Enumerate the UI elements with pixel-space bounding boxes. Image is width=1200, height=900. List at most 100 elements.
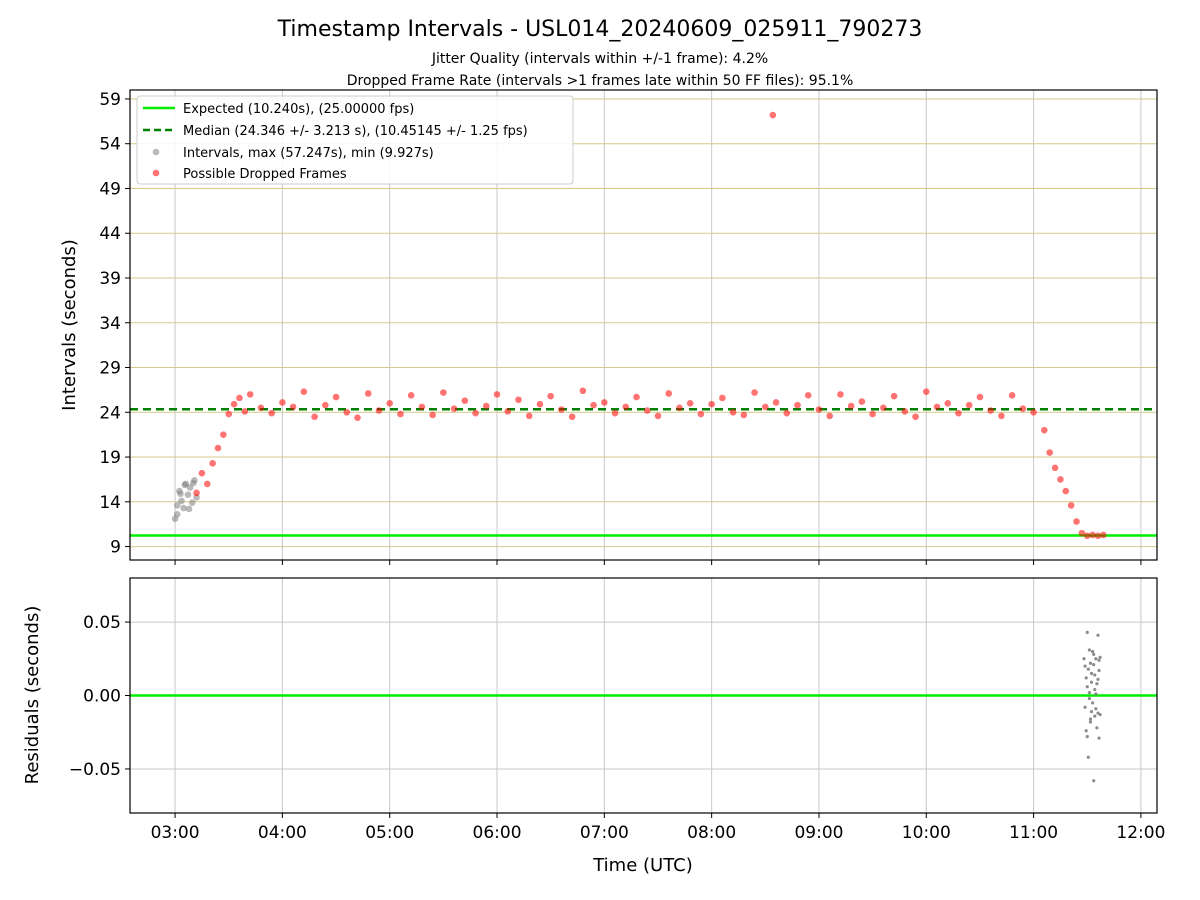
- top-point-dropped: [268, 409, 275, 417]
- bottom-point-interval: [1086, 755, 1090, 759]
- top-point-dropped: [665, 390, 673, 397]
- legend-box: [136, 95, 574, 185]
- top-point-dropped: [794, 401, 801, 409]
- bottom-point-interval: [1086, 667, 1090, 671]
- top-point-dropped: [1083, 532, 1091, 540]
- chart-title: Timestamp Intervals - USL014_20240609_02…: [277, 17, 923, 42]
- top-point-dropped: [289, 403, 297, 411]
- top-point-dropped: [880, 404, 887, 412]
- top-point-dropped: [1073, 518, 1080, 525]
- top-point-dropped: [944, 400, 952, 407]
- bottom-point-interval: [1084, 676, 1088, 680]
- top-point-dropped: [1041, 426, 1048, 434]
- top-y-axis-label: Intervals (seconds): [59, 239, 80, 411]
- top-point-dropped: [751, 389, 758, 396]
- top-point-dropped: [912, 413, 919, 421]
- top-point-dropped: [493, 391, 501, 398]
- bottom-point-interval: [1094, 657, 1098, 661]
- top-point-dropped: [354, 414, 361, 421]
- top-point-dropped: [209, 460, 216, 467]
- top-y-tick-label: 54: [99, 135, 121, 155]
- bottom-point-interval: [1088, 720, 1093, 724]
- bottom-point-interval: [1097, 658, 1101, 662]
- top-point-interval: [188, 499, 196, 507]
- top-point-dropped: [965, 401, 973, 409]
- top-point-dropped: [257, 404, 265, 412]
- bottom-point-interval: [1085, 735, 1089, 739]
- top-y-tick-label: 59: [99, 90, 121, 110]
- top-point-dropped: [804, 391, 812, 399]
- top-point-dropped: [611, 409, 619, 417]
- top-point-dropped: [976, 393, 984, 401]
- top-point-dropped: [1008, 391, 1016, 399]
- bottom-point-interval: [1089, 680, 1094, 684]
- top-point-dropped: [826, 412, 833, 420]
- top-y-tick-label: 34: [99, 314, 121, 334]
- top-point-dropped: [622, 403, 630, 411]
- top-plot-frame: [129, 89, 1158, 561]
- top-point-dropped: [729, 408, 737, 416]
- top-point-dropped: [461, 397, 469, 404]
- top-y-tick-label: 19: [99, 448, 121, 468]
- top-point-dropped: [375, 407, 383, 414]
- top-point-dropped: [386, 400, 394, 407]
- bottom-point-interval: [1091, 701, 1095, 705]
- bottom-point-interval: [1088, 661, 1093, 665]
- top-point-dropped: [536, 400, 544, 408]
- bottom-point-interval: [1088, 717, 1093, 721]
- top-point-dropped: [633, 393, 640, 401]
- bottom-point-interval: [1097, 736, 1101, 740]
- top-point-dropped: [837, 391, 844, 398]
- top-point-dropped: [708, 400, 715, 408]
- top-point-interval: [185, 505, 193, 513]
- top-point-dropped: [1057, 476, 1064, 483]
- top-y-tick-label: 14: [99, 493, 121, 513]
- bottom-point-interval: [1092, 652, 1096, 656]
- top-point-dropped: [364, 390, 372, 397]
- bottom-point-interval: [1092, 779, 1096, 783]
- top-point-dropped: [343, 408, 351, 416]
- top-point-dropped: [1051, 464, 1059, 472]
- top-point-dropped: [869, 410, 876, 418]
- x-tick-label: 03:00: [151, 823, 200, 843]
- top-point-dropped: [676, 404, 683, 412]
- top-y-tick-label: 44: [99, 224, 121, 244]
- top-point-dropped: [769, 111, 777, 119]
- top-point-dropped: [719, 394, 726, 402]
- top-point-dropped: [525, 412, 533, 420]
- bottom-y-tick-label: −0.05: [69, 760, 121, 780]
- top-point-dropped: [815, 406, 823, 413]
- top-point-dropped: [241, 408, 249, 415]
- top-y-tick-label: 9: [110, 538, 121, 558]
- bottom-point-interval: [1093, 688, 1097, 692]
- residuals-plot: −0.05 0.00 0.05 03:00 04:00 05:00 06:00 07:00 08…: [69, 577, 1165, 843]
- top-point-dropped: [922, 388, 930, 395]
- bottom-point-interval: [1085, 630, 1089, 634]
- top-point-interval: [177, 490, 184, 498]
- top-point-dropped: [236, 394, 243, 402]
- top-y-tick-label: 49: [99, 179, 121, 199]
- x-axis-label: Time (UTC): [592, 855, 693, 876]
- top-point-dropped: [933, 403, 941, 411]
- top-point-interval: [180, 504, 187, 512]
- top-point-dropped: [279, 399, 286, 406]
- x-tick-label: 09:00: [794, 823, 843, 843]
- top-point-dropped: [847, 402, 855, 410]
- top-point-dropped: [1046, 449, 1053, 456]
- bottom-point-interval: [1095, 726, 1099, 730]
- top-point-dropped: [198, 469, 206, 477]
- top-point-dropped: [1094, 532, 1102, 540]
- bottom-point-interval: [1087, 648, 1091, 652]
- top-point-dropped: [230, 400, 238, 408]
- bottom-point-interval: [1083, 705, 1087, 709]
- top-point-dropped: [568, 413, 576, 421]
- top-point-dropped: [472, 409, 479, 417]
- bottom-point-interval: [1098, 712, 1102, 717]
- top-point-dropped: [300, 388, 308, 395]
- top-point-dropped: [429, 411, 436, 419]
- bottom-point-interval: [1087, 696, 1091, 701]
- top-point-dropped: [1062, 487, 1070, 495]
- legend-intervals-label: Intervals, max (57.247s), min (9.927s): [183, 146, 434, 161]
- top-point-dropped: [547, 392, 554, 400]
